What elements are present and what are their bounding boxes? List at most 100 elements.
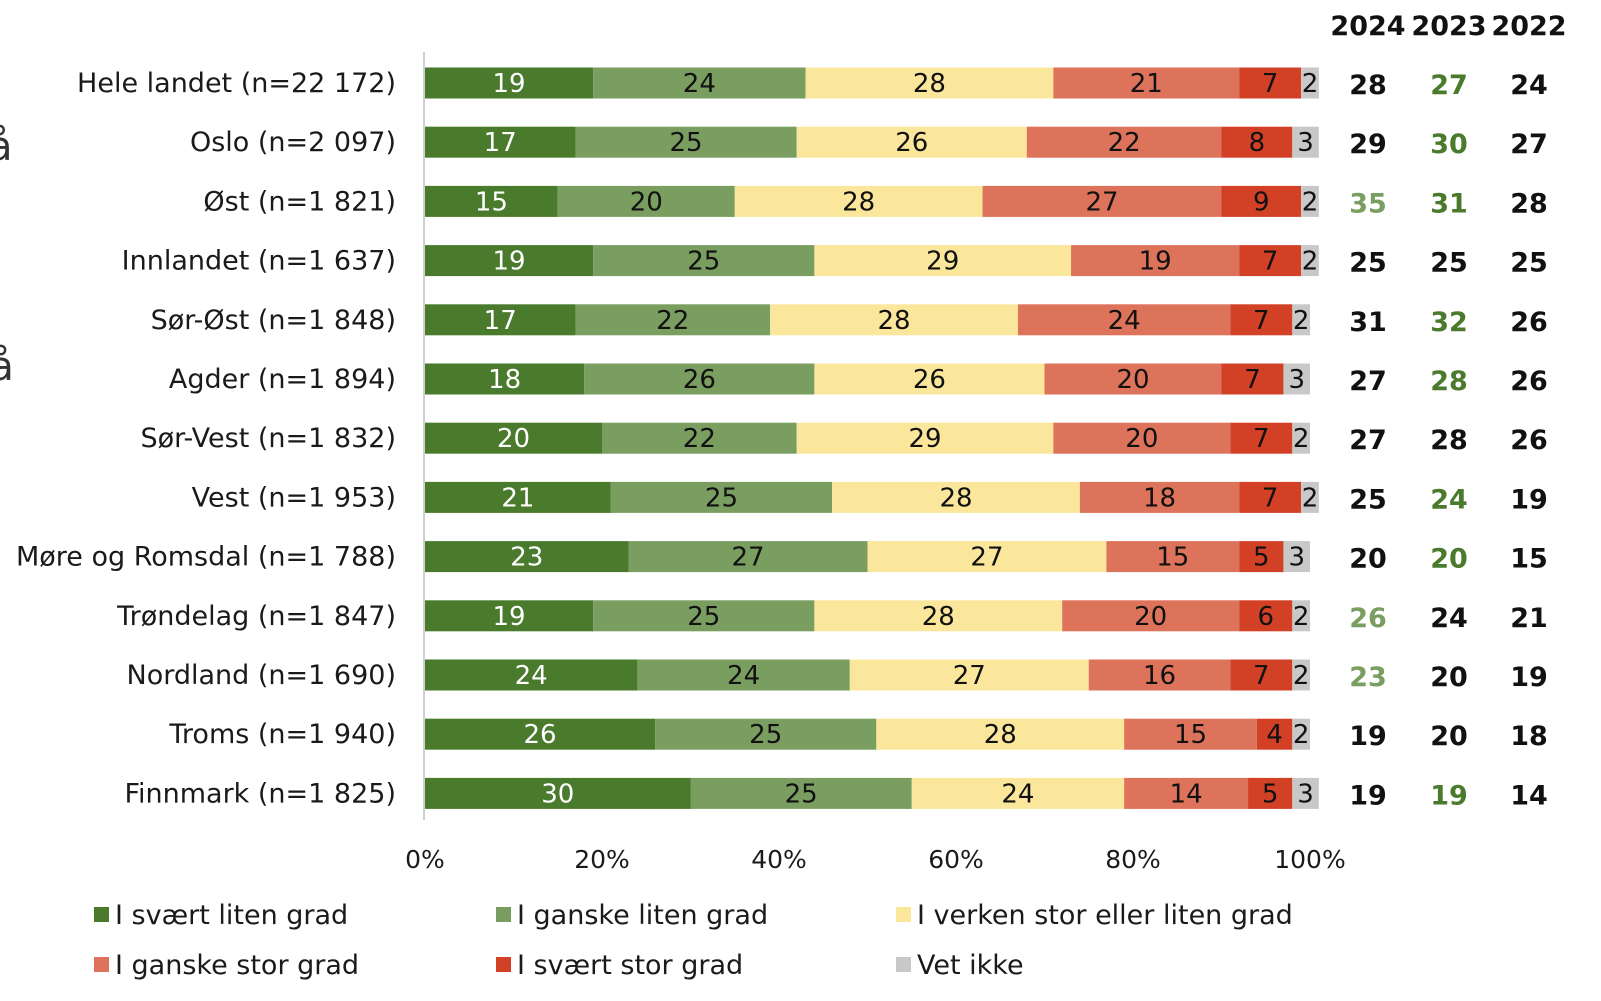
bar-segment-i-ganske-liten-grad <box>655 718 877 750</box>
bar-segment-vet-ikke <box>1292 304 1310 336</box>
legend-entry: I ganske liten grad <box>517 900 768 931</box>
bar-segment-i-sv-rt-liten-grad <box>425 245 594 277</box>
data-label: 5 <box>1253 543 1270 573</box>
legend-entry: I svært stor grad <box>517 950 743 981</box>
data-label: 26 <box>913 365 946 395</box>
year-value: 28 <box>1430 366 1468 397</box>
category-label: Agder (n=1 894) <box>169 364 396 395</box>
year-value: 29 <box>1349 129 1387 160</box>
category-label: Troms (n=1 940) <box>168 719 396 750</box>
data-label: 7 <box>1244 365 1261 395</box>
year-values: 28 27 24 29 30 27 35 31 28 25 25 25 31 32 26 27 28 26 27 28… <box>1349 70 1548 811</box>
legend-swatch <box>496 907 511 922</box>
data-label: 2 <box>1293 661 1310 691</box>
data-label: 18 <box>488 365 521 395</box>
year-value: 19 <box>1510 662 1548 693</box>
year-column-headers: 2024 2023 2022 <box>1330 11 1566 42</box>
data-label: 28 <box>984 720 1017 750</box>
x-tick-label: 80% <box>1105 845 1161 874</box>
data-label: 25 <box>687 602 720 632</box>
bar-segment-i-ganske-stor-grad <box>1044 363 1222 395</box>
bar-segment-i-verken-stor-eller-liten-grad <box>867 541 1107 573</box>
edge-fragment-2: på <box>0 344 14 390</box>
year-header: 2022 <box>1491 11 1566 42</box>
bar-segment-i-ganske-liten-grad <box>584 363 815 395</box>
year-header: 2023 <box>1411 11 1486 42</box>
bar-segment-i-sv-rt-stor-grad <box>1248 777 1293 809</box>
data-label: 27 <box>953 661 986 691</box>
bar-segment-i-sv-rt-stor-grad <box>1239 67 1302 99</box>
bar-segment-vet-ikke <box>1301 245 1319 277</box>
bar-segment-i-ganske-stor-grad <box>1088 659 1231 691</box>
bar-segment-i-sv-rt-stor-grad <box>1239 541 1284 573</box>
bar-segment-i-sv-rt-liten-grad <box>425 777 691 809</box>
year-value: 28 <box>1349 70 1387 101</box>
bar-segment-i-ganske-liten-grad <box>575 126 797 158</box>
data-label: 23 <box>510 543 543 573</box>
year-value: 28 <box>1430 425 1468 456</box>
bar-segment-vet-ikke <box>1292 718 1310 750</box>
bar-segment-vet-ikke <box>1301 67 1319 99</box>
bar-segment-i-ganske-liten-grad <box>593 245 815 277</box>
data-label: 2 <box>1293 424 1310 454</box>
bar-segment-i-ganske-stor-grad <box>1017 304 1231 336</box>
data-label: 2 <box>1293 602 1310 632</box>
bar-segment-i-ganske-liten-grad <box>593 67 806 99</box>
data-label: 22 <box>1108 128 1141 158</box>
data-label: 17 <box>484 128 517 158</box>
data-label: 19 <box>493 602 526 632</box>
bar-segment-i-sv-rt-liten-grad <box>425 481 611 513</box>
category-label: Nordland (n=1 690) <box>127 660 396 691</box>
year-value: 20 <box>1349 544 1387 575</box>
cropped-edge-text: å på <box>0 124 14 390</box>
bar-segment-i-ganske-stor-grad <box>982 185 1222 217</box>
data-label: 15 <box>1156 543 1189 573</box>
year-value: 35 <box>1349 188 1387 219</box>
bar-segment-vet-ikke <box>1283 363 1310 395</box>
data-label: 8 <box>1249 128 1266 158</box>
year-value: 14 <box>1510 780 1548 811</box>
year-value: 31 <box>1349 307 1387 338</box>
data-label: 7 <box>1262 247 1279 277</box>
category-label: Sør-Vest (n=1 832) <box>140 423 396 454</box>
bar-segment-i-ganske-stor-grad <box>1071 245 1240 277</box>
bar-segment-vet-ikke <box>1301 481 1319 513</box>
data-label: 2 <box>1293 306 1310 336</box>
data-label: 25 <box>785 779 818 809</box>
bar-segment-i-ganske-stor-grad <box>1026 126 1222 158</box>
data-label: 22 <box>683 424 716 454</box>
year-value: 19 <box>1349 780 1387 811</box>
bar-segment-i-ganske-stor-grad <box>1124 718 1257 750</box>
year-value: 27 <box>1349 366 1387 397</box>
data-label: 26 <box>895 128 928 158</box>
legend-swatch <box>94 907 109 922</box>
bar-segment-vet-ikke <box>1283 541 1310 573</box>
legend: I svært liten grad I ganske liten grad I v… <box>94 900 1293 981</box>
bar-segment-i-sv-rt-stor-grad <box>1221 363 1284 395</box>
bar-segment-i-ganske-stor-grad <box>1106 541 1240 573</box>
year-value: 27 <box>1510 129 1548 160</box>
data-label: 15 <box>1174 720 1207 750</box>
data-label: 5 <box>1262 779 1279 809</box>
year-value: 20 <box>1430 544 1468 575</box>
bar-segment-i-verken-stor-eller-liten-grad <box>796 422 1054 454</box>
year-value: 20 <box>1430 662 1468 693</box>
bar-segment-i-ganske-liten-grad <box>637 659 850 691</box>
bar-segment-i-sv-rt-stor-grad <box>1230 422 1293 454</box>
bar-segment-i-ganske-stor-grad <box>1053 67 1240 99</box>
category-label: Innlandet (n=1 637) <box>122 246 396 277</box>
category-label: Øst (n=1 821) <box>203 186 396 217</box>
year-value: 25 <box>1349 248 1387 279</box>
category-label: Sør-Øst (n=1 848) <box>151 305 396 336</box>
year-value: 28 <box>1510 188 1548 219</box>
data-label: 24 <box>1108 306 1141 336</box>
legend-swatch <box>94 957 109 972</box>
data-label: 2 <box>1293 720 1310 750</box>
bar-segment-i-sv-rt-liten-grad <box>425 363 585 395</box>
data-label: 29 <box>908 424 941 454</box>
legend-entry: I svært liten grad <box>115 900 348 931</box>
data-label: 24 <box>515 661 548 691</box>
bar-segment-i-ganske-liten-grad <box>575 304 771 336</box>
data-label: 16 <box>1143 661 1176 691</box>
data-label: 27 <box>970 543 1003 573</box>
